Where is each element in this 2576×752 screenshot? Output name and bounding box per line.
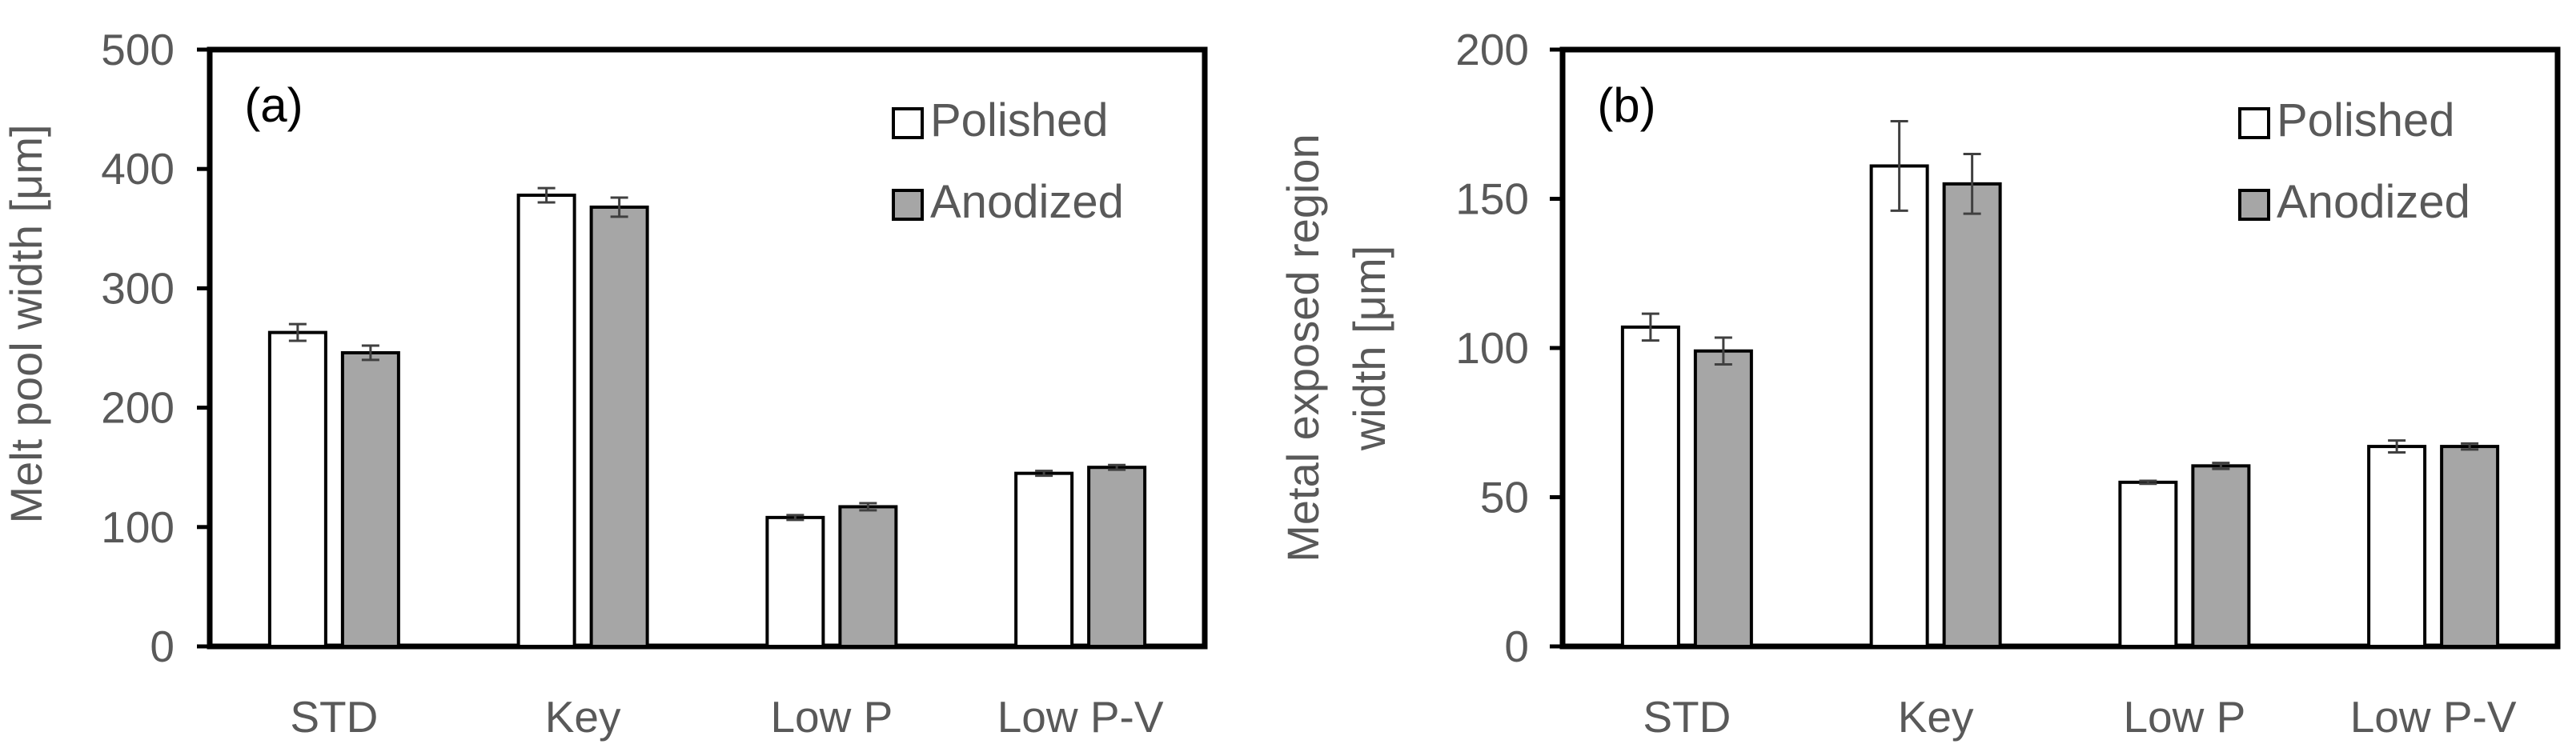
y-tick-label: 150 bbox=[1455, 174, 1529, 224]
bar-polished bbox=[1620, 325, 1680, 648]
y-tick-label: 300 bbox=[101, 263, 175, 313]
chart-panel-a: 0 100 200 300 400 500 Melt pool width [μm] (a) S… bbox=[1, 25, 1208, 742]
y-tick-label: 400 bbox=[101, 144, 175, 194]
bar-polished bbox=[765, 515, 825, 649]
y-axis-label-line: width [μm] bbox=[1344, 246, 1394, 451]
chart-panel-b: 0 50 100 150 200 Metal exposed region width [μ… bbox=[1278, 25, 2561, 742]
panel-label: (b) bbox=[1597, 78, 1655, 132]
x-tick-label: Low P bbox=[2123, 692, 2245, 742]
legend-label-polished: Polished bbox=[2277, 94, 2454, 146]
bar-polished bbox=[2118, 480, 2178, 648]
bar-polished bbox=[267, 330, 327, 648]
x-tick-label: Low P-V bbox=[997, 692, 1164, 742]
legend-label-anodized: Anodized bbox=[2277, 176, 2470, 228]
legend-swatch-anodized bbox=[2238, 189, 2270, 221]
bar-anodized bbox=[340, 350, 400, 648]
legend-swatch-polished bbox=[2238, 107, 2270, 139]
x-tick-label: Key bbox=[1898, 692, 1974, 742]
legend-swatch-polished bbox=[892, 107, 924, 139]
bar-anodized bbox=[589, 205, 649, 649]
bar-anodized bbox=[1942, 182, 2002, 649]
x-tick-label: Key bbox=[545, 692, 621, 742]
bar-anodized bbox=[1087, 466, 1147, 649]
bar-polished bbox=[2367, 445, 2427, 649]
y-axis-label-line: Metal exposed region bbox=[1278, 134, 1328, 562]
bar-anodized bbox=[2191, 464, 2251, 649]
bar-anodized bbox=[2440, 445, 2500, 649]
bar-anodized bbox=[838, 505, 898, 648]
x-tick-label: Low P bbox=[770, 692, 893, 742]
y-tick-label: 0 bbox=[1504, 622, 1529, 671]
x-tick-label: Low P-V bbox=[2350, 692, 2517, 742]
bar-anodized bbox=[1693, 349, 1753, 648]
legend-label-anodized: Anodized bbox=[930, 176, 1124, 228]
bar-polished bbox=[1014, 471, 1074, 648]
y-tick-label: 100 bbox=[1455, 323, 1529, 373]
legend-label-polished: Polished bbox=[930, 94, 1108, 146]
y-tick-label: 50 bbox=[1480, 473, 1529, 522]
y-tick-label: 200 bbox=[1455, 25, 1529, 74]
plot-frame bbox=[207, 46, 1208, 650]
bar-polished bbox=[516, 194, 576, 649]
legend-swatch-anodized bbox=[892, 189, 924, 221]
bar-polished bbox=[1869, 164, 1929, 649]
panel-label: (a) bbox=[244, 78, 303, 132]
y-tick-label: 500 bbox=[101, 25, 175, 74]
y-tick-label: 200 bbox=[101, 383, 175, 433]
y-tick-label: 100 bbox=[101, 502, 175, 552]
y-axis-label: Melt pool width [μm] bbox=[1, 124, 51, 523]
x-tick-label: STD bbox=[1643, 692, 1731, 742]
x-tick-label: STD bbox=[290, 692, 378, 742]
y-tick-label: 0 bbox=[150, 622, 175, 671]
